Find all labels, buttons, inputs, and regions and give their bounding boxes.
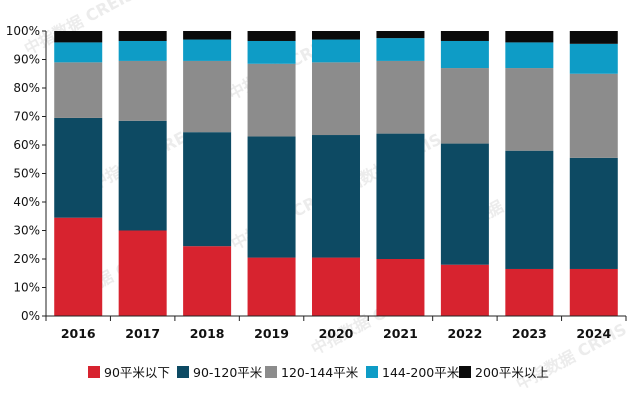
bar-segment-2016-series-0 — [54, 217, 103, 316]
legend-label: 200平米以上 — [475, 365, 549, 380]
bar-segment-2024-series-1 — [569, 157, 618, 269]
y-tick-label: 20% — [13, 252, 40, 266]
axis-layer: 0% 10% 20% 30% 40% 50% 60% 70% 80% 90% 100% — [6, 24, 627, 323]
bar-segment-2020-series-1 — [312, 135, 360, 258]
bar-segment-2018-series-1 — [183, 132, 232, 247]
bar-segment-2021-series-1 — [376, 133, 425, 259]
bar-segment-2022-series-1 — [440, 143, 489, 265]
x-tick-label: 2022 — [447, 326, 482, 341]
bar-segment-2019-series-0 — [247, 257, 296, 316]
legend-swatch — [265, 366, 277, 378]
bar-segment-2018-series-3 — [183, 39, 232, 61]
bar-segment-2019-series-4 — [247, 31, 296, 41]
bar-segment-2022-series-3 — [440, 40, 489, 69]
y-tick-label: 70% — [13, 110, 40, 124]
bar-segment-2017-series-1 — [118, 120, 167, 231]
legend-swatch — [366, 366, 378, 378]
legend-item: 90-120平米 — [177, 365, 263, 380]
bar-segment-2017-series-4 — [118, 31, 167, 41]
legend-item: 144-200平米 — [366, 365, 460, 380]
legend-swatch — [88, 366, 100, 378]
bar-segment-2019-series-2 — [247, 63, 296, 137]
bar-segment-2020-series-2 — [312, 62, 360, 136]
legend-label: 120-144平米 — [281, 365, 359, 380]
bar-segment-2023-series-4 — [505, 31, 554, 43]
legend-swatch — [177, 366, 189, 378]
legend-label: 90平米以下 — [104, 365, 170, 380]
bar-segment-2016-series-3 — [54, 42, 103, 63]
bar-segment-2019-series-1 — [247, 136, 296, 258]
y-tick-label: 50% — [13, 167, 40, 181]
bar-segment-2020-series-4 — [312, 31, 360, 40]
bar-segment-2018-series-4 — [183, 31, 232, 40]
bar-segment-2023-series-0 — [505, 268, 554, 316]
x-tick-label: 2023 — [512, 326, 547, 341]
y-tick-label: 10% — [13, 281, 40, 295]
x-tick-label: 2020 — [319, 326, 354, 341]
legend-label: 144-200平米 — [382, 365, 460, 380]
bar-segment-2016-series-2 — [54, 62, 103, 118]
bar-segment-2018-series-0 — [183, 246, 232, 316]
bar-segment-2018-series-2 — [183, 60, 232, 133]
y-tick-label: 100% — [6, 24, 40, 38]
bar-segment-2021-series-4 — [376, 31, 425, 39]
bar-segment-2017-series-0 — [118, 230, 167, 316]
bar-segment-2023-series-1 — [505, 150, 554, 269]
y-tick-label: 60% — [13, 138, 40, 152]
x-tick-label: 2024 — [576, 326, 611, 341]
y-tick-label: 0% — [21, 309, 40, 323]
bar-segment-2021-series-0 — [376, 259, 425, 316]
bar-segment-2019-series-3 — [247, 40, 296, 64]
bar-segment-2024-series-4 — [569, 31, 618, 44]
y-tick-label: 80% — [13, 81, 40, 95]
legend-item: 120-144平米 — [265, 365, 359, 380]
bar-segment-2021-series-3 — [376, 38, 425, 61]
x-tick-label: 2017 — [125, 326, 160, 341]
x-tick-label: 2018 — [190, 326, 225, 341]
bar-segment-2024-series-0 — [569, 268, 618, 316]
bar-segment-2021-series-2 — [376, 60, 425, 134]
bar-segment-2023-series-3 — [505, 42, 554, 69]
bar-segment-2023-series-2 — [505, 68, 554, 151]
bar-segment-2024-series-2 — [569, 73, 618, 158]
bar-segment-2022-series-2 — [440, 68, 489, 144]
bar-segment-2024-series-3 — [569, 43, 618, 74]
bar-segment-2016-series-4 — [54, 31, 103, 43]
x-tick-label: 2021 — [383, 326, 418, 341]
y-tick-label: 30% — [13, 224, 40, 238]
x-tick-label: 2016 — [61, 326, 96, 341]
bar-segment-2017-series-3 — [118, 40, 167, 61]
y-tick-label: 90% — [13, 53, 40, 67]
bar-segment-2022-series-0 — [440, 264, 489, 316]
bar-segment-2022-series-4 — [440, 31, 489, 41]
legend-label: 90-120平米 — [193, 365, 263, 380]
bars-layer: 2016 2017 2018 2019 2020 2021 2022 2023 2024 — [54, 31, 618, 341]
bar-segment-2020-series-0 — [312, 257, 360, 316]
bar-segment-2017-series-2 — [118, 60, 167, 121]
legend: 90平米以下 90-120平米 120-144平米 144-200平米 200平米以上 — [88, 365, 549, 380]
legend-swatch — [459, 366, 471, 378]
bar-segment-2016-series-1 — [54, 117, 103, 218]
bar-segment-2020-series-3 — [312, 39, 360, 63]
x-tick-label: 2019 — [254, 326, 289, 341]
legend-item: 200平米以上 — [459, 365, 549, 380]
y-tick-label: 40% — [13, 195, 40, 209]
legend-item: 90平米以下 — [88, 365, 170, 380]
